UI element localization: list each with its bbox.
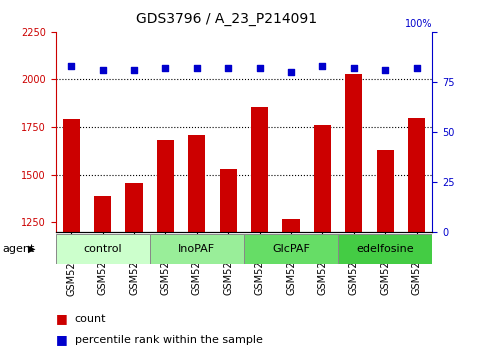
Point [287, 69, 295, 75]
Text: InoPAF: InoPAF [178, 244, 215, 254]
Point [68, 63, 75, 69]
Text: GDS3796 / A_23_P214091: GDS3796 / A_23_P214091 [137, 12, 318, 27]
Text: ■: ■ [56, 312, 67, 325]
Text: edelfosine: edelfosine [356, 244, 414, 254]
Bar [338, 234, 432, 264]
Bar [94, 196, 111, 354]
Bar [63, 120, 80, 354]
Bar [345, 74, 362, 354]
Bar [408, 118, 425, 354]
Point [130, 67, 138, 73]
Bar [251, 107, 268, 354]
Point [161, 65, 170, 71]
Point [224, 65, 232, 71]
Bar [157, 141, 174, 354]
Bar [314, 125, 331, 354]
Text: percentile rank within the sample: percentile rank within the sample [75, 335, 263, 345]
Point [99, 67, 107, 73]
Point [350, 65, 357, 71]
Point [382, 67, 389, 73]
Text: GlcPAF: GlcPAF [272, 244, 310, 254]
Point [193, 65, 201, 71]
Point [412, 65, 420, 71]
Text: 100%: 100% [405, 19, 432, 29]
Text: count: count [75, 314, 106, 324]
Text: agent: agent [2, 244, 35, 253]
Bar [56, 234, 150, 264]
Bar [220, 169, 237, 354]
Text: ■: ■ [56, 333, 67, 346]
Bar [377, 150, 394, 354]
Bar [283, 219, 299, 354]
Bar [244, 234, 338, 264]
Point [256, 65, 264, 71]
Bar [150, 234, 244, 264]
Text: ▶: ▶ [28, 244, 36, 253]
Point [319, 63, 327, 69]
Bar [126, 183, 142, 354]
Bar [188, 135, 205, 354]
Text: control: control [84, 244, 122, 254]
